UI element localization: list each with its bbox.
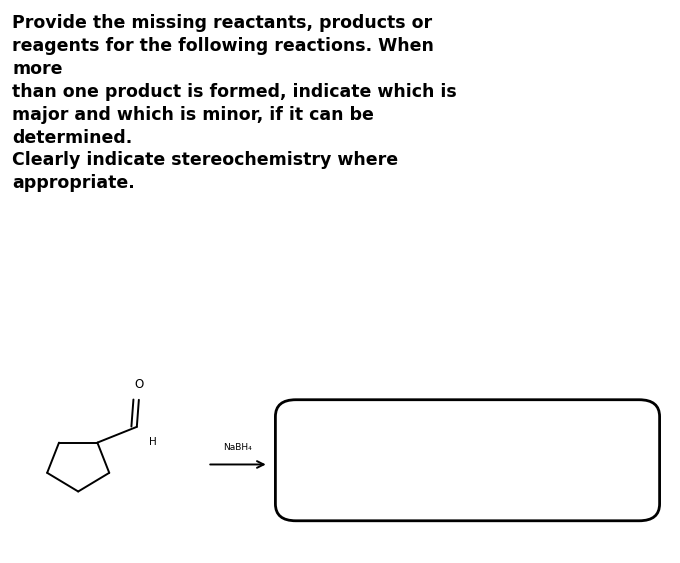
Text: NaBH₄: NaBH₄ [224,443,252,452]
Text: O: O [134,378,143,391]
Text: H: H [149,437,157,447]
Text: Provide the missing reactants, products or
reagents for the following reactions.: Provide the missing reactants, products … [12,14,457,193]
FancyBboxPatch shape [275,400,660,521]
